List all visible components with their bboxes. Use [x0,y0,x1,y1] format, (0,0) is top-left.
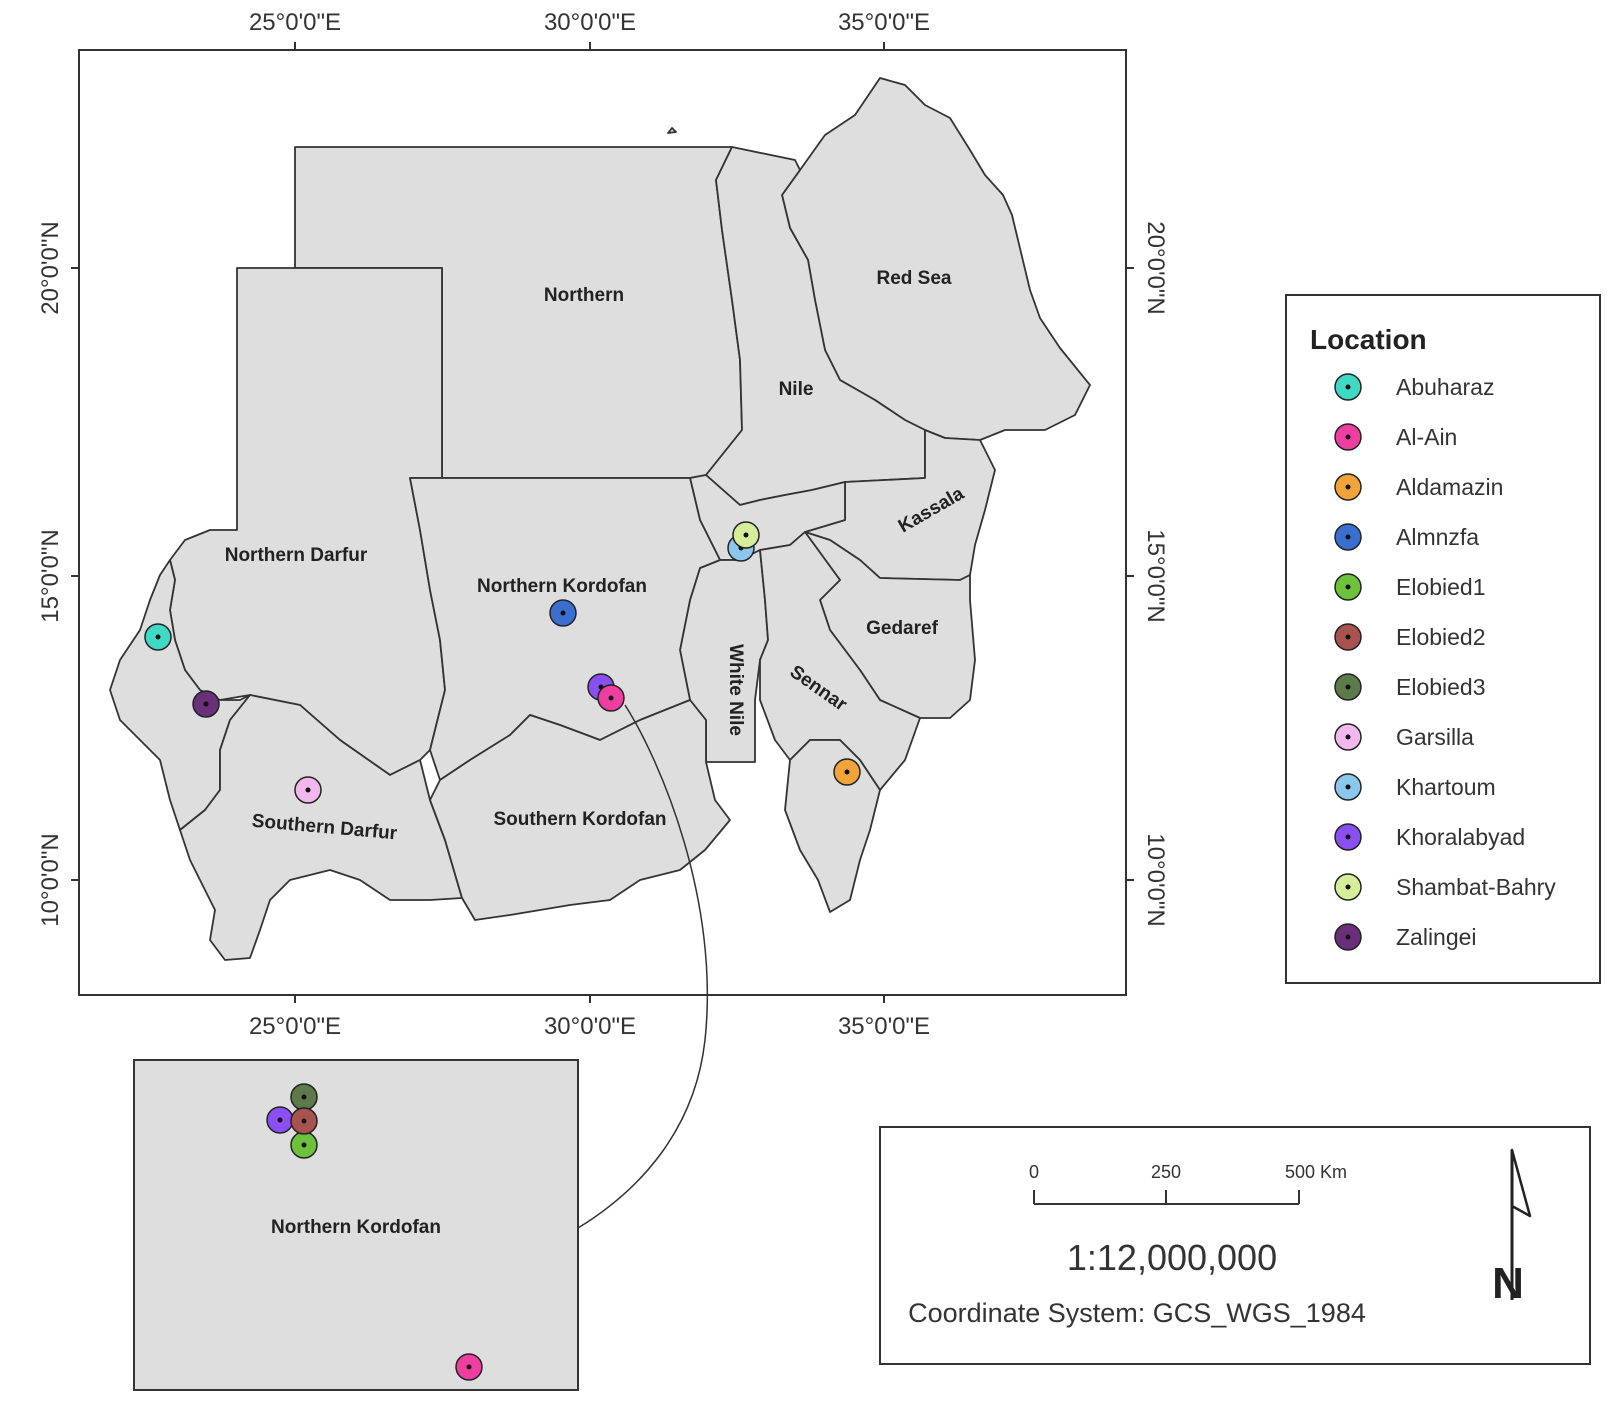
region-label-nile: Nile [779,379,814,400]
location-markers [144,521,861,804]
scale-bar [1033,1190,1300,1205]
scale-tick-label-250: 250 [1151,1162,1181,1182]
marker-al-ain [597,684,625,712]
legend-swatch-dot [1345,884,1351,890]
marker-aldamazin [833,758,861,786]
legend-swatch-dot [1345,484,1351,490]
north-arrow-label: N [1492,1259,1524,1308]
legend-title: Location [1310,324,1427,355]
inset-marker-elobied2 [290,1107,318,1135]
legend-item: Zalingei [1334,923,1477,951]
lon-label-bottom-35: 35°0'0"E [838,1013,930,1040]
legend-label: Al-Ain [1396,424,1457,450]
scale-ratio: 1:12,000,000 [1067,1237,1277,1278]
legend-item: Almnzfa [1334,523,1479,551]
inset-region-label: Northern Kordofan [271,1217,441,1238]
region-label-northern: Northern [544,285,624,306]
marker-garsilla [294,776,322,804]
legend-item: Khoralabyad [1334,823,1525,851]
region-label-northern-darfur: Northern Darfur [225,545,368,566]
legend-item: Al-Ain [1334,423,1457,451]
coordinate-system: Coordinate System: GCS_WGS_1984 [908,1298,1366,1328]
region-label-red-sea: Red Sea [877,268,952,289]
legend-label: Khartoum [1396,774,1496,800]
legend-swatch-dot [1345,634,1351,640]
legend-label: Aldamazin [1396,474,1503,500]
legend-item: Shambat-Bahry [1334,873,1556,901]
inset-map-frame [133,1059,579,1391]
legend-swatch-dot [1345,834,1351,840]
lat-label-right-10: 10°0'0"N [1142,833,1169,926]
lon-label-bottom-25: 25°0'0"E [249,1013,341,1040]
region-label-southern-kordofan: Southern Kordofan [493,809,666,830]
scale-tick-label-500: 500 Km [1285,1162,1347,1182]
legend-item: Elobied2 [1334,623,1486,651]
legend-swatch-dot [1345,434,1351,440]
legend-swatch-dot [1345,534,1351,540]
marker-zalingei [192,690,220,718]
inset-marker-elobied3 [290,1083,318,1111]
legend-swatch-dot [1345,384,1351,390]
legend-swatch-dot [1345,784,1351,790]
region-blue-nile [784,739,881,913]
lat-label-left-20: 20°0'0"N [37,221,64,314]
legend-label: Khoralabyad [1396,824,1525,850]
legend-item: Aldamazin [1334,473,1503,501]
legend-swatch-dot [1345,934,1351,940]
legend-item: Garsilla [1334,723,1474,751]
inset-marker-khoralabyad [266,1106,294,1134]
marker-shambat-bahry [732,521,760,549]
north-arrow-icon: N [1492,1148,1532,1308]
inset-markers [266,1083,483,1381]
legend-label: Shambat-Bahry [1396,874,1556,900]
legend-item: Elobied3 [1334,673,1486,701]
legend-swatch-dot [1345,684,1351,690]
lon-label-bottom-30: 30°0'0"E [544,1013,636,1040]
legend-label: Elobied2 [1396,624,1486,650]
legend-label: Almnzfa [1396,524,1479,550]
legend-swatch-dot [1345,734,1351,740]
legend-item: Elobied1 [1334,573,1486,601]
sudan-regions [109,77,1091,961]
legend-label: Garsilla [1396,724,1474,750]
region-southern-darfur [179,694,463,961]
lon-label-top-30: 30°0'0"E [544,9,636,36]
legend-items: Abuharaz Al-Ain Aldamazin Almnzfa Elobied1 El… [1334,373,1556,951]
inset-connector-line [577,704,709,1229]
lon-label-top-35: 35°0'0"E [838,9,930,36]
region-label-northern-kordofan: Northern Kordofan [477,576,647,597]
region-label-gedaref: Gedaref [866,618,938,639]
legend-label: Abuharaz [1396,374,1494,400]
lat-label-left-10: 10°0'0"N [37,833,64,926]
legend-item: Abuharaz [1334,373,1494,401]
marker-abuharaz [144,623,172,651]
scale-tick-label-0: 0 [1029,1162,1039,1182]
lon-label-top-25: 25°0'0"E [249,9,341,36]
region-southern-kordofan [429,699,731,921]
lat-label-right-15: 15°0'0"N [1142,529,1169,622]
legend-label: Zalingei [1396,924,1477,950]
inset-marker-elobied1 [290,1131,318,1159]
scale-info-box [879,1126,1591,1365]
frame-ticks [71,42,1134,1003]
inset-marker-al-ain [455,1353,483,1381]
lat-label-right-20: 20°0'0"N [1142,221,1169,314]
coastal-island [667,127,677,134]
legend-swatch-dot [1345,584,1351,590]
legend-label: Elobied1 [1396,574,1486,600]
lat-label-left-15: 15°0'0"N [37,529,64,622]
marker-almnzfa [549,599,577,627]
legend-label: Elobied3 [1396,674,1486,700]
region-label-white-nile: White Nile [725,644,746,736]
legend-item: Khartoum [1334,773,1496,801]
